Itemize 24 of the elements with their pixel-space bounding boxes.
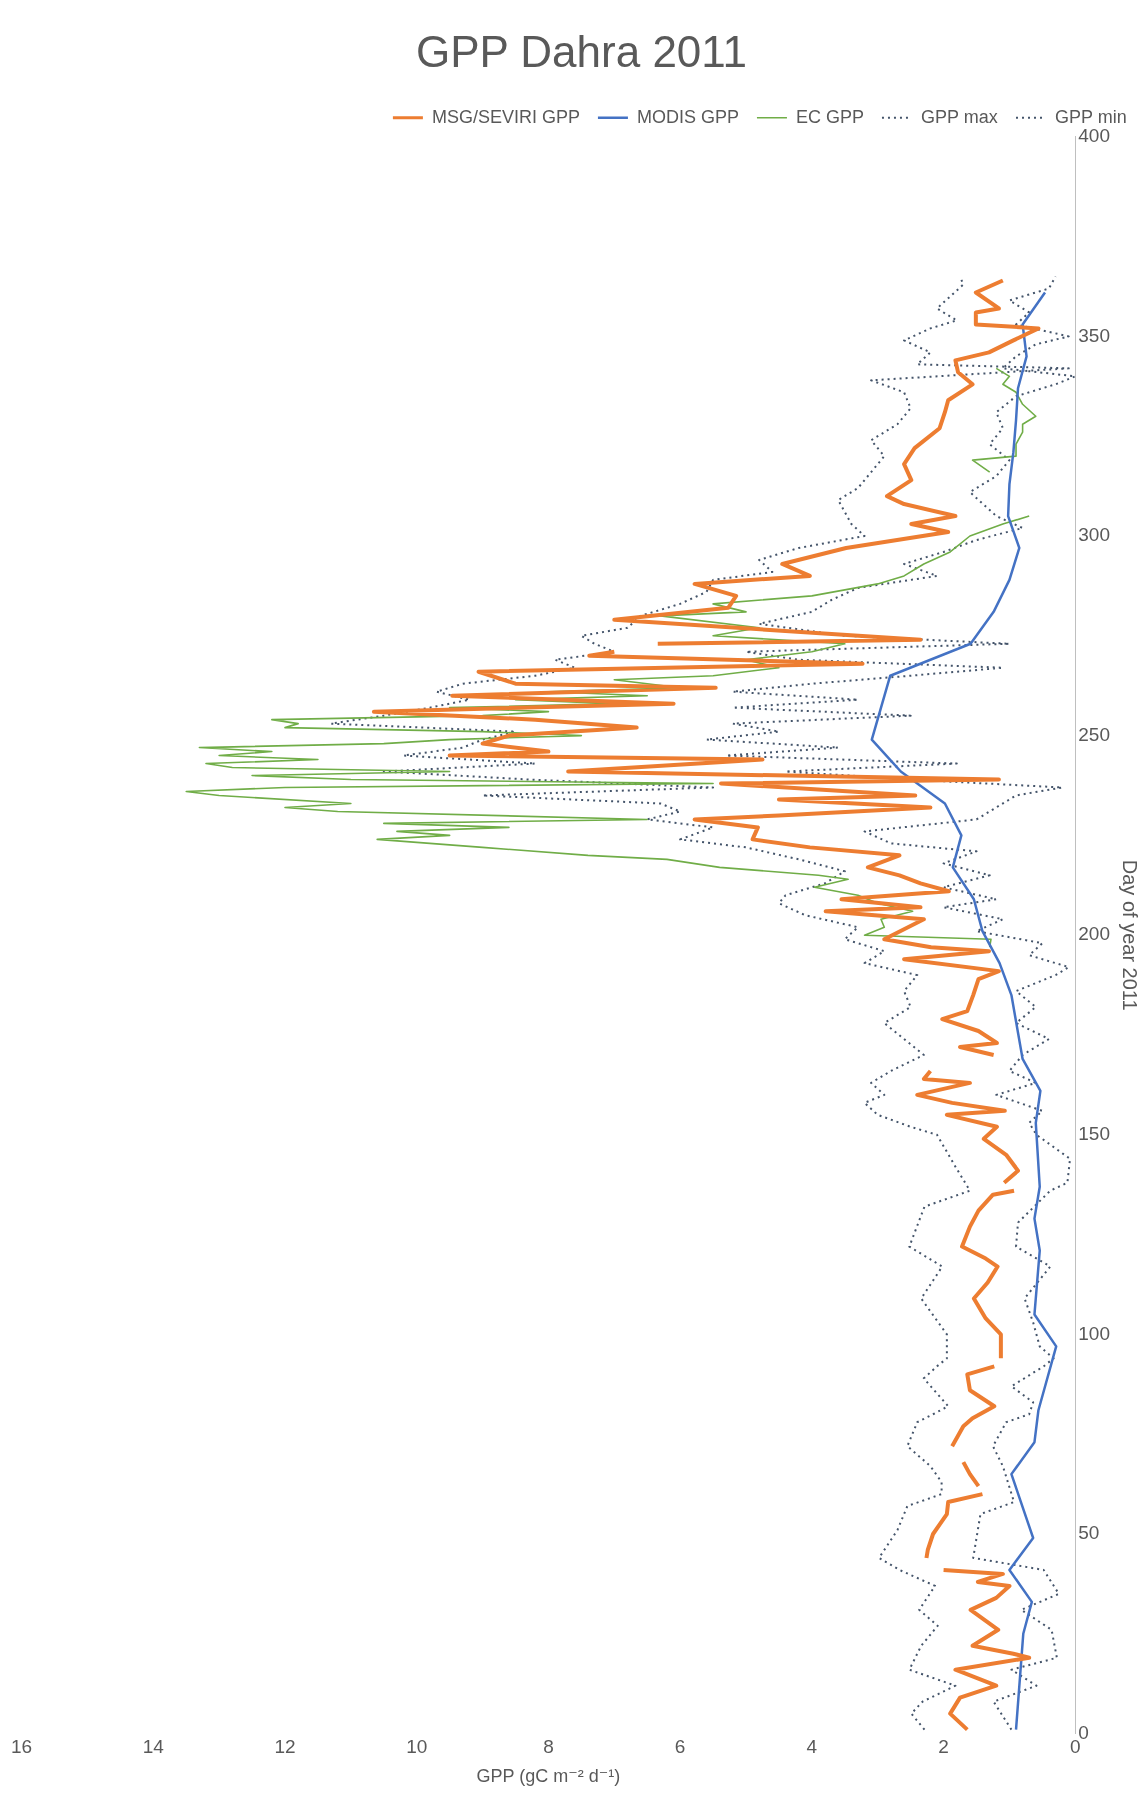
legend-label: EC GPP	[795, 106, 864, 127]
y-tick-label: 200	[1078, 923, 1110, 945]
x-tick-label: 4	[806, 1736, 818, 1758]
y-tick-label: 300	[1078, 524, 1110, 546]
legend-label: MODIS GPP	[636, 106, 739, 127]
y-tick-label: 400	[1078, 125, 1110, 147]
legend-label: MSG/SEVIRI GPP	[431, 106, 580, 127]
x-tick-label: 14	[142, 1736, 165, 1758]
x-tick-label: 12	[274, 1736, 296, 1758]
y-tick-label: 50	[1078, 1522, 1100, 1544]
legend-label: GPP min	[1054, 106, 1127, 127]
x-axis-title: GPP (gC m⁻² d⁻¹)	[476, 1766, 621, 1787]
legend-label: GPP max	[920, 106, 998, 127]
y-tick-label: 100	[1078, 1322, 1110, 1344]
x-tick-label: 6	[674, 1736, 686, 1758]
x-tick-label: 16	[11, 1736, 33, 1758]
chart-title: GPP Dahra 2011	[415, 26, 748, 76]
y-axis-title: Day of year 2011	[1119, 859, 1142, 1011]
x-tick-label: 10	[406, 1736, 428, 1758]
y-tick-label: 150	[1078, 1123, 1110, 1145]
y-tick-label: 250	[1078, 723, 1110, 745]
x-tick-label: 8	[543, 1736, 554, 1758]
y-tick-label: 350	[1078, 324, 1110, 346]
x-tick-label: 2	[938, 1736, 949, 1758]
